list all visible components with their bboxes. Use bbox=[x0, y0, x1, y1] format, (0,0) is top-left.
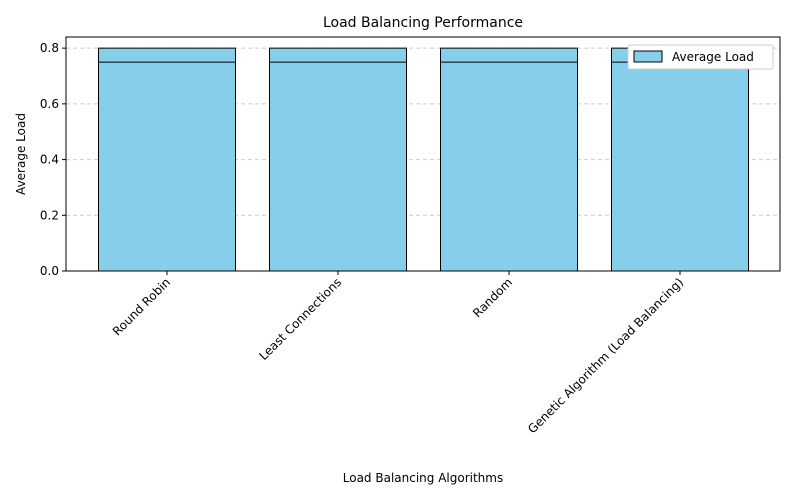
legend-swatch bbox=[633, 50, 663, 63]
bar bbox=[269, 47, 407, 272]
y-axis-ticks: 0.0 0.2 0.4 0.6 0.8 bbox=[40, 41, 66, 278]
legend: Average Load bbox=[627, 44, 774, 70]
y-tick-label: 0.0 bbox=[40, 264, 59, 278]
legend-box bbox=[627, 44, 774, 70]
x-axis-label: Load Balancing Algorithms bbox=[343, 471, 503, 485]
y-tick-label: 0.6 bbox=[40, 97, 59, 111]
bar bbox=[98, 47, 236, 272]
y-tick-label: 0.2 bbox=[40, 208, 59, 222]
chart-title: Load Balancing Performance bbox=[323, 15, 523, 31]
y-axis-label: Average Load bbox=[14, 113, 28, 195]
plot-frame bbox=[65, 36, 781, 272]
legend-label: Average Load bbox=[672, 50, 754, 64]
bar bbox=[440, 47, 578, 272]
bars bbox=[98, 47, 749, 272]
y-tick-label: 0.8 bbox=[40, 41, 59, 55]
y-tick-label: 0.4 bbox=[40, 153, 59, 167]
bar bbox=[611, 47, 749, 272]
